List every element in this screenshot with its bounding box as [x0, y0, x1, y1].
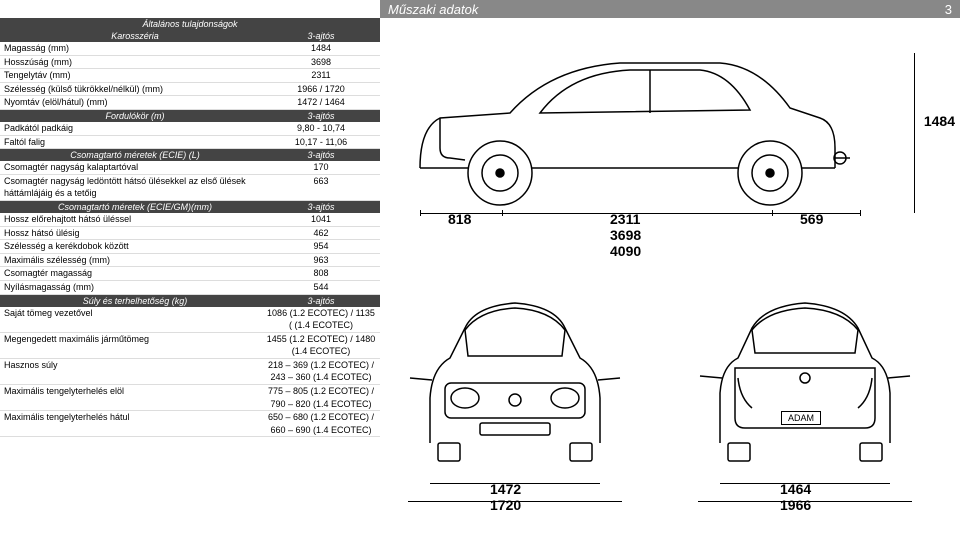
row-label: Nyílásmagasság (mm) [4, 281, 266, 294]
table-row: Csomagtér magasság808 [0, 267, 380, 281]
dim-front-overhang: 818 [448, 211, 471, 227]
row-value: 3698 [266, 56, 376, 69]
side-view: 1484 818 2311 569 3698 4090 [390, 38, 950, 258]
row-value: 170 [266, 161, 376, 174]
row-value: 1455 (1.2 ECOTEC) / 1480 (1.4 ECOTEC) [266, 333, 376, 358]
page-title: Műszaki adatok [388, 2, 478, 17]
row-value: 775 – 805 (1.2 ECOTEC) / 790 – 820 (1.4 … [266, 385, 376, 410]
trunk-mm-label: Csomagtartó méretek (ECIE/GM)(mm) [4, 202, 266, 212]
dim-length: 3698 [610, 227, 641, 243]
table-row: Magasság (mm)1484 [0, 42, 380, 56]
row-label: Tengelytáv (mm) [4, 69, 266, 82]
table-row: Nyílásmagasság (mm)544 [0, 281, 380, 295]
page-header: Műszaki adatok 3 [380, 0, 960, 18]
row-label: Maximális tengelyterhelés hátul [4, 411, 266, 436]
row-label: Csomagtér magasság [4, 267, 266, 280]
table-row: Csomagtér nagyság kalaptartóval170 [0, 161, 380, 175]
row-label: Nyomtáv (elöl/hátul) (mm) [4, 96, 266, 109]
table-row: Szélesség (külső tükrökkel/nélkül) (mm)1… [0, 83, 380, 97]
row-label: Hossz hátsó ülésig [4, 227, 266, 240]
trunk-l-header: Csomagtartó méretek (ECIE) (L) 3-ajtós [0, 149, 380, 161]
trunk-l-col: 3-ajtós [266, 150, 376, 160]
table-row: Saját tömeg vezetővel1086 (1.2 ECOTEC) /… [0, 307, 380, 333]
row-value: 544 [266, 281, 376, 294]
row-label: Csomagtér nagyság ledöntött hátsó ülések… [4, 175, 266, 200]
row-label: Padkától padkáig [4, 122, 266, 135]
row-label: Saját tömeg vezetővel [4, 307, 266, 332]
table-row: Hasznos súly218 – 369 (1.2 ECOTEC) / 243… [0, 359, 380, 385]
diagram-area: 1484 818 2311 569 3698 4090 [390, 28, 950, 538]
table-row: Maximális szélesség (mm)963 [0, 254, 380, 268]
row-value: 10,17 - 11,06 [266, 136, 376, 149]
dim-front-width: 1720 [490, 497, 521, 513]
table-row: Csomagtér nagyság ledöntött hátsó ülések… [0, 175, 380, 201]
row-label: Csomagtér nagyság kalaptartóval [4, 161, 266, 174]
karosszeria-header: Karosszéria 3-ajtós [0, 30, 380, 42]
spec-tables: Általános tulajdonságok Karosszéria 3-aj… [0, 18, 380, 437]
table-row: Maximális tengelyterhelés hátul650 – 680… [0, 411, 380, 437]
row-label: Hosszúság (mm) [4, 56, 266, 69]
rear-view: ADAM 1464 1966 [680, 288, 950, 548]
table-row: Padkától padkáig9,80 - 10,74 [0, 122, 380, 136]
weight-col: 3-ajtós [266, 296, 376, 306]
weight-label: Súly és terhelhetőség (kg) [4, 296, 266, 306]
general-header: Általános tulajdonságok [0, 18, 380, 30]
turning-header: Fordulókör (m) 3-ajtós [0, 110, 380, 122]
table-row: Megengedett maximális járműtömeg1455 (1.… [0, 333, 380, 359]
row-value: 1966 / 1720 [266, 83, 376, 96]
trunk-mm-col: 3-ajtós [266, 202, 376, 212]
trunk-l-label: Csomagtartó méretek (ECIE) (L) [4, 150, 266, 160]
row-value: 808 [266, 267, 376, 280]
turning-col: 3-ajtós [266, 111, 376, 121]
table-row: Faltól falig10,17 - 11,06 [0, 136, 380, 150]
table-row: Tengelytáv (mm)2311 [0, 69, 380, 83]
dim-line-height [914, 53, 915, 213]
weight-header: Súly és terhelhetőség (kg) 3-ajtós [0, 295, 380, 307]
car-rear-svg [680, 288, 930, 478]
row-label: Maximális tengelyterhelés elöl [4, 385, 266, 410]
row-label: Szélesség a kerékdobok között [4, 240, 266, 253]
row-value: 1086 (1.2 ECOTEC) / 1135 ( (1.4 ECOTEC) [266, 307, 376, 332]
dim-wheelbase: 2311 [610, 211, 640, 227]
turning-label: Fordulókör (m) [4, 111, 266, 121]
table-row: Hosszúság (mm)3698 [0, 56, 380, 70]
row-value: 954 [266, 240, 376, 253]
row-value: 218 – 369 (1.2 ECOTEC) / 243 – 360 (1.4 … [266, 359, 376, 384]
row-value: 963 [266, 254, 376, 267]
page-number: 3 [945, 2, 952, 17]
row-label: Hossz előrehajtott hátsó üléssel [4, 213, 266, 226]
row-label: Faltól falig [4, 136, 266, 149]
row-value: 1041 [266, 213, 376, 226]
table-row: Hossz hátsó ülésig462 [0, 227, 380, 241]
row-value: 2311 [266, 69, 376, 82]
row-label: Megengedett maximális járműtömeg [4, 333, 266, 358]
dim-height: 1484 [924, 113, 955, 129]
table-row: Szélesség a kerékdobok között954 [0, 240, 380, 254]
row-value: 663 [266, 175, 376, 200]
row-label: Hasznos súly [4, 359, 266, 384]
dim-front-track: 1472 [490, 481, 521, 497]
row-value: 650 – 680 (1.2 ECOTEC) / 660 – 690 (1.4 … [266, 411, 376, 436]
car-side-svg [390, 38, 860, 208]
car-front-svg [390, 288, 640, 478]
karosszeria-label: Karosszéria [4, 31, 266, 41]
dim-rear-width: 1966 [780, 497, 811, 513]
row-label: Szélesség (külső tükrökkel/nélkül) (mm) [4, 83, 266, 96]
table-row: Hossz előrehajtott hátsó üléssel1041 [0, 213, 380, 227]
trunk-mm-header: Csomagtartó méretek (ECIE/GM)(mm) 3-ajtó… [0, 201, 380, 213]
row-value: 9,80 - 10,74 [266, 122, 376, 135]
row-value: 462 [266, 227, 376, 240]
table-row: Nyomtáv (elöl/hátul) (mm)1472 / 1464 [0, 96, 380, 110]
dim-rear-overhang: 569 [800, 211, 823, 227]
license-plate: ADAM [781, 411, 821, 425]
row-value: 1472 / 1464 [266, 96, 376, 109]
karosszeria-col: 3-ajtós [266, 31, 376, 41]
dim-total: 4090 [610, 243, 641, 259]
table-row: Maximális tengelyterhelés elöl775 – 805 … [0, 385, 380, 411]
row-label: Maximális szélesség (mm) [4, 254, 266, 267]
row-label: Magasság (mm) [4, 42, 266, 55]
dim-rear-track: 1464 [780, 481, 811, 497]
front-view: 1472 1720 [390, 288, 660, 548]
row-value: 1484 [266, 42, 376, 55]
